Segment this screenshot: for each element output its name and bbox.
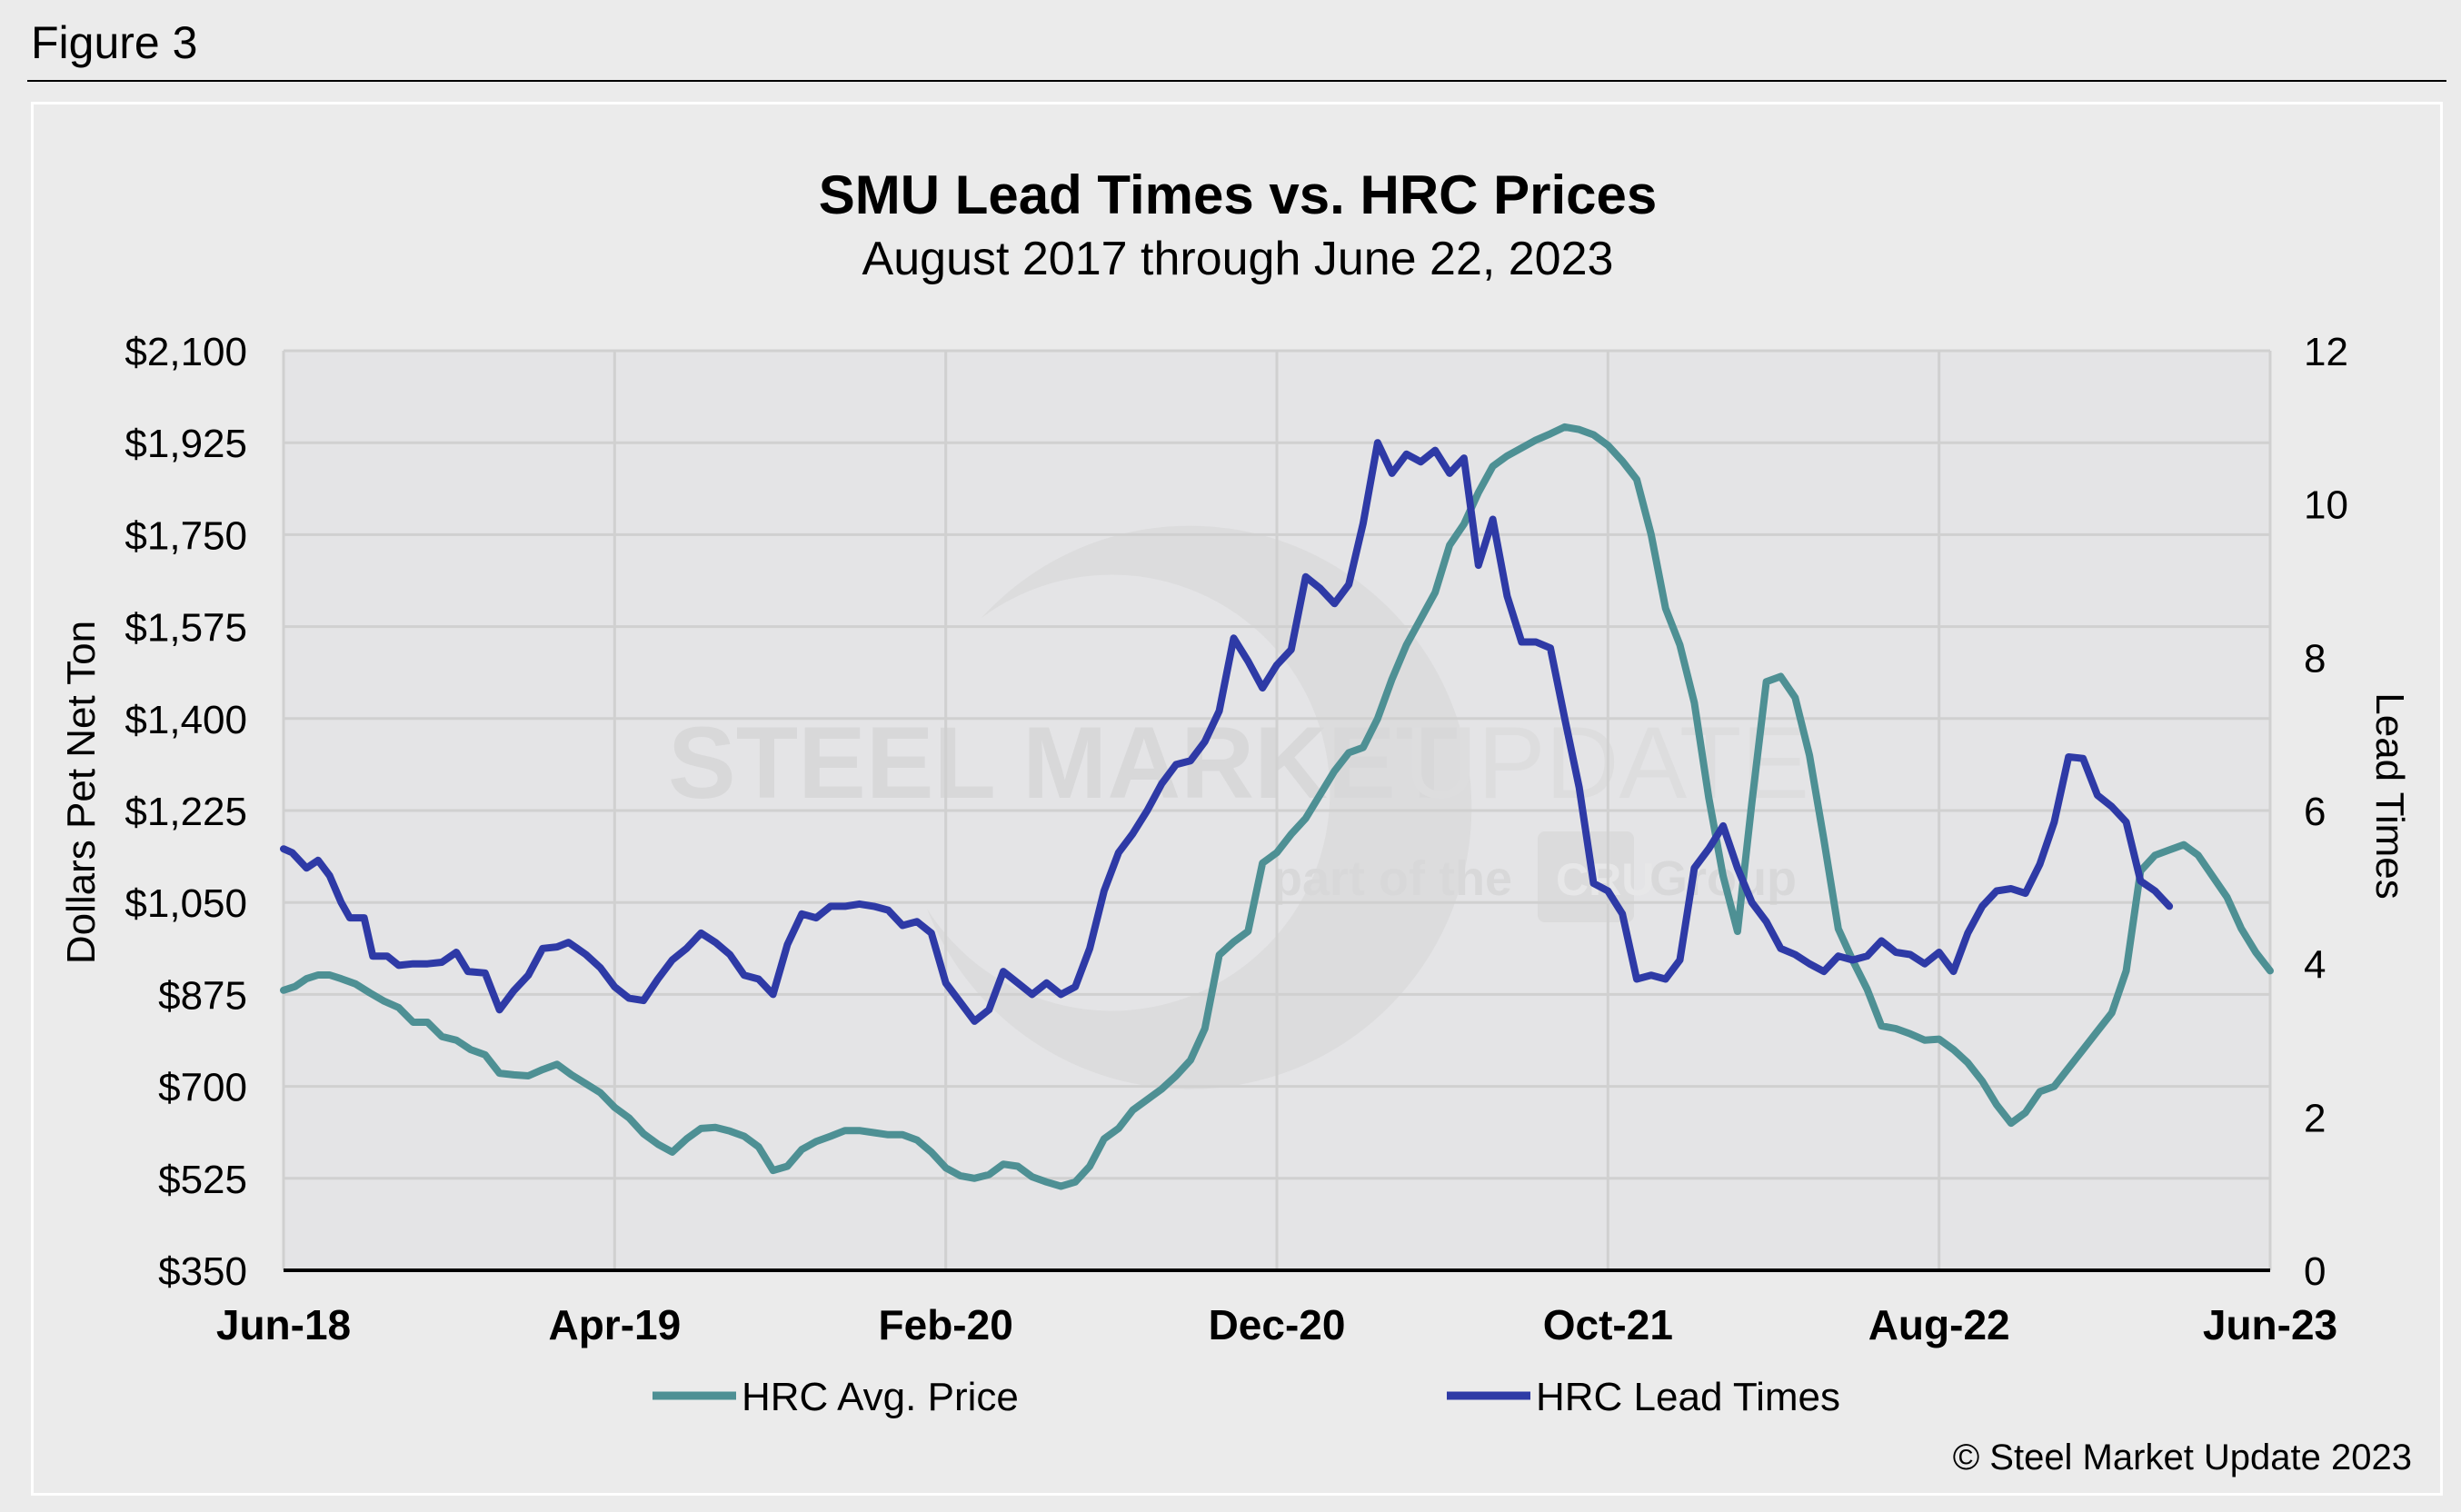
- watermark-swoosh-icon: [927, 525, 1472, 1089]
- watermark-text-steel-market: STEEL MARKET: [668, 706, 1458, 820]
- legend: HRC Avg. Price HRC Lead Times: [653, 1375, 1840, 1419]
- y2-axis-ticks: 12 10 8 6 4 2 0: [2304, 330, 2348, 1294]
- watermark: STEEL MARKET UPDATE part of the CRU Grou…: [668, 525, 1809, 1089]
- x-tick-label: Jun-18: [216, 1301, 351, 1348]
- watermark-text-part-of-the: part of the: [1272, 851, 1512, 906]
- header-divider: [27, 80, 2446, 82]
- y2-tick-label: 12: [2304, 330, 2348, 374]
- y-tick-label: $350: [158, 1249, 247, 1294]
- y2-tick-label: 8: [2304, 636, 2326, 681]
- chart-title: SMU Lead Times vs. HRC Prices: [819, 164, 1658, 225]
- y2-axis-label: Lead Times: [2367, 692, 2412, 899]
- y2-tick-label: 6: [2304, 790, 2326, 834]
- chart-subtitle: August 2017 through June 22, 2023: [862, 233, 1614, 285]
- figure-label: Figure 3: [31, 17, 198, 68]
- y-tick-label: $1,750: [125, 513, 247, 558]
- watermark-text-cru: CRU: [1556, 854, 1654, 905]
- y-tick-label: $1,050: [125, 881, 247, 926]
- y-axis-label: Dollars Pet Net Ton: [59, 621, 104, 964]
- y2-tick-label: 4: [2304, 943, 2326, 988]
- y-tick-label: $1,575: [125, 606, 247, 651]
- y-tick-label: $700: [158, 1066, 247, 1110]
- legend-label-price: HRC Avg. Price: [742, 1375, 1019, 1419]
- y-tick-label: $875: [158, 973, 247, 1018]
- x-tick-label: Dec-20: [1209, 1301, 1346, 1348]
- y-axis-ticks: $2,100 $1,925 $1,750 $1,575 $1,400 $1,225 $1,0…: [125, 330, 247, 1294]
- legend-label-lead: HRC Lead Times: [1536, 1375, 1840, 1419]
- x-tick-label: Oct-21: [1543, 1301, 1673, 1348]
- series-line-lead-times: [280, 439, 2174, 1025]
- x-tick-label: Jun-23: [2203, 1301, 2337, 1348]
- y-tick-label: $525: [158, 1158, 247, 1202]
- y-tick-label: $2,100: [125, 330, 247, 374]
- x-axis-ticks: Jun-18 Apr-19 Feb-20 Dec-20 Oct-21 Aug-22 Jun-…: [216, 1301, 2337, 1348]
- x-tick-label: Apr-19: [548, 1301, 681, 1348]
- copyright-text: © Steel Market Update 2023: [1953, 1437, 2412, 1477]
- y-tick-label: $1,225: [125, 790, 247, 834]
- y-tick-label: $1,925: [125, 422, 247, 466]
- grid-lines: [282, 349, 2272, 1270]
- y2-tick-label: 0: [2304, 1249, 2326, 1294]
- y2-tick-label: 10: [2304, 483, 2348, 528]
- y2-tick-label: 2: [2304, 1096, 2326, 1140]
- y-tick-label: $1,400: [125, 698, 247, 742]
- series-line-hrc-price: [280, 423, 2274, 1190]
- x-tick-label: Feb-20: [879, 1301, 1013, 1348]
- x-tick-label: Aug-22: [1868, 1301, 2010, 1348]
- series-layer: [280, 423, 2274, 1190]
